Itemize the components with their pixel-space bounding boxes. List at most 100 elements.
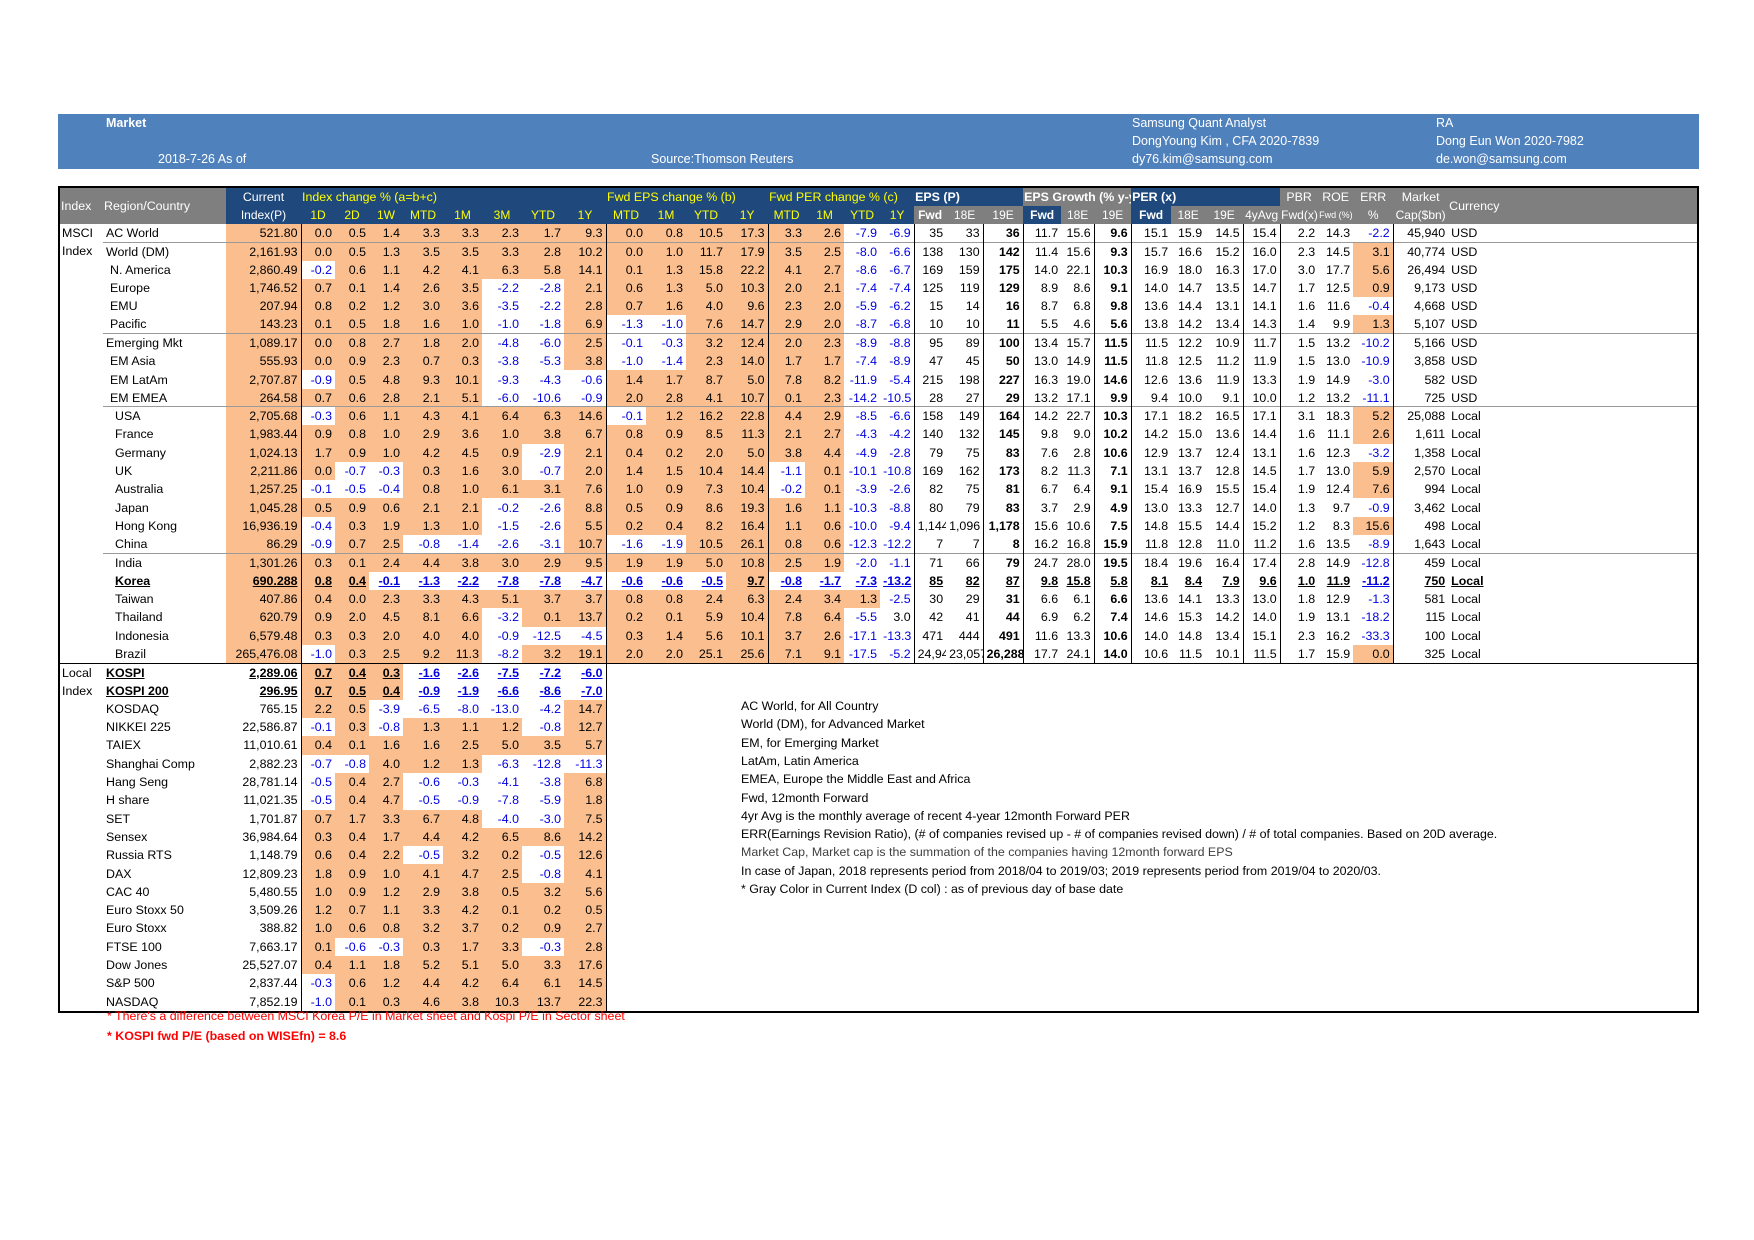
- data-cell: 0.1: [805, 480, 845, 499]
- data-cell: 1.2: [646, 406, 687, 426]
- market-table-frame: Index Region/Country Current Index change %…: [58, 186, 1699, 1013]
- data-cell: 2.3: [805, 333, 845, 353]
- data-cell: -12.5: [532, 628, 561, 643]
- data-cell: 2.6: [805, 224, 845, 243]
- data-cell: 6.4: [482, 974, 522, 993]
- data-cell: 7.9: [1222, 573, 1240, 588]
- data-cell: 13.0: [1326, 354, 1351, 369]
- index-group-label: [60, 279, 103, 297]
- data-cell: 5.7: [564, 736, 607, 755]
- data-cell: 95: [913, 333, 947, 353]
- data-cell: 2.3: [369, 589, 403, 609]
- data-cell: 1.0: [443, 315, 482, 334]
- data-cell: 1.6: [403, 315, 443, 334]
- data-cell: 4.1: [686, 388, 727, 407]
- data-cell: 13.3: [1215, 592, 1240, 607]
- data-cell: 2,860.49: [226, 260, 301, 279]
- data-cell: 0.2: [482, 919, 522, 938]
- index-name: Russia RTS: [106, 848, 172, 863]
- data-cell: 25,088: [1392, 406, 1449, 426]
- region-name: Pacific: [110, 317, 147, 332]
- data-cell: 16.9: [1130, 260, 1172, 279]
- analyst-email[interactable]: dy76.kim@samsung.com: [1132, 152, 1273, 166]
- data-cell: 14.5: [1242, 461, 1281, 481]
- column-group-header: PER (x): [1131, 188, 1281, 206]
- data-cell: -2.2: [497, 281, 519, 296]
- data-cell: -1.0: [605, 352, 647, 371]
- data-cell: 4.3: [403, 406, 443, 426]
- data-cell: 4.5: [369, 608, 403, 627]
- data-cell: 3.2: [522, 644, 564, 664]
- data-cell: 158: [913, 406, 947, 426]
- data-cell: -0.9: [457, 793, 479, 808]
- data-cell: 1.6: [369, 736, 403, 755]
- data-cell: 16.4: [1205, 552, 1244, 572]
- data-cell: 75: [965, 482, 980, 497]
- data-cell: 9.8: [1022, 571, 1062, 590]
- data-cell: -8.9: [1368, 536, 1390, 551]
- data-cell: 13.2: [1318, 333, 1354, 353]
- data-cell: 3.2: [443, 846, 482, 865]
- index-group-label: [60, 407, 103, 425]
- region-name: EMU: [110, 299, 138, 314]
- data-cell: 11.7: [686, 241, 727, 261]
- data-cell: USD: [1451, 281, 1478, 296]
- data-cell: 14.6: [1130, 608, 1172, 627]
- ra-email[interactable]: de.won@samsung.com: [1436, 152, 1567, 166]
- data-cell: 15.1: [1130, 224, 1172, 243]
- data-cell: 14.6: [1093, 370, 1132, 389]
- data-cell: 13.4: [1215, 317, 1240, 332]
- index-group-label: [60, 773, 103, 791]
- data-cell: 75: [965, 445, 980, 460]
- data-cell: 0.4: [335, 827, 369, 847]
- glossary-note: In case of Japan, 2018 represents period…: [741, 863, 1381, 878]
- data-cell: 1.0: [646, 241, 687, 261]
- data-cell: 149: [946, 406, 984, 426]
- data-cell: 9.3: [564, 224, 607, 243]
- data-cell: -0.4: [378, 482, 400, 497]
- data-cell: 1.7: [767, 352, 806, 371]
- region-name: AC World: [106, 225, 159, 240]
- data-cell: 44: [982, 608, 1024, 627]
- index-group-label: [60, 901, 103, 919]
- glossary-note: Market Cap, Market cap is the summation …: [741, 845, 1233, 860]
- data-cell: 9.1: [1222, 390, 1240, 405]
- data-cell: 4.1: [767, 260, 806, 279]
- data-cell: 1.0: [443, 480, 482, 499]
- local-index-row: Russia RTS 1,148.79 0.6 0.4 2.2 -0.5 3.2 0.2 -0.…: [60, 846, 1697, 865]
- data-cell: 9.3: [1093, 241, 1132, 261]
- data-cell: -6.6: [497, 683, 519, 698]
- data-cell: 3.7: [522, 589, 564, 609]
- column-group-header: Index: [60, 188, 103, 224]
- index-name: TAIEX: [106, 738, 141, 753]
- data-cell: -2.2: [457, 573, 479, 588]
- index-group-label: [60, 919, 103, 937]
- data-cell: 0.0: [300, 241, 335, 261]
- data-cell: 1.6: [443, 461, 482, 481]
- data-cell: 582: [1392, 370, 1449, 389]
- data-cell: 0.4: [646, 516, 687, 536]
- data-cell: -7.3: [855, 573, 878, 588]
- data-cell: 25.1: [686, 644, 727, 664]
- data-cell: 175: [982, 260, 1024, 279]
- local-index-row: S&P 500 2,837.44 -0.3 0.6 1.2 4.4 4.2 6.4 6.1 14.…: [60, 974, 1697, 993]
- data-cell: 388.82: [259, 921, 298, 936]
- data-cell: 13.5: [1215, 281, 1240, 296]
- data-cell: 3.7: [564, 589, 607, 609]
- data-cell: USD: [1448, 241, 1697, 261]
- data-cell: 2.5: [564, 333, 607, 353]
- data-cell: 1.9: [369, 516, 403, 536]
- data-cell: 2.0: [605, 388, 647, 407]
- data-cell: 1.3: [1279, 498, 1319, 517]
- data-cell: 2.0: [805, 315, 845, 334]
- data-cell: 16.3: [1022, 370, 1062, 389]
- empty-area: [605, 937, 1697, 956]
- data-cell: 8: [982, 535, 1024, 554]
- data-cell: 142: [982, 241, 1024, 261]
- local-index-row: Shanghai Comp 2,882.23 -0.7 -0.8 4.0 1.2 1.3 -6…: [60, 754, 1697, 773]
- data-cell: 159: [958, 262, 980, 277]
- data-cell: 0.5: [482, 882, 522, 901]
- data-cell: 3.4: [805, 589, 845, 609]
- data-cell: 0.3: [369, 662, 403, 682]
- data-cell: 14: [965, 299, 980, 314]
